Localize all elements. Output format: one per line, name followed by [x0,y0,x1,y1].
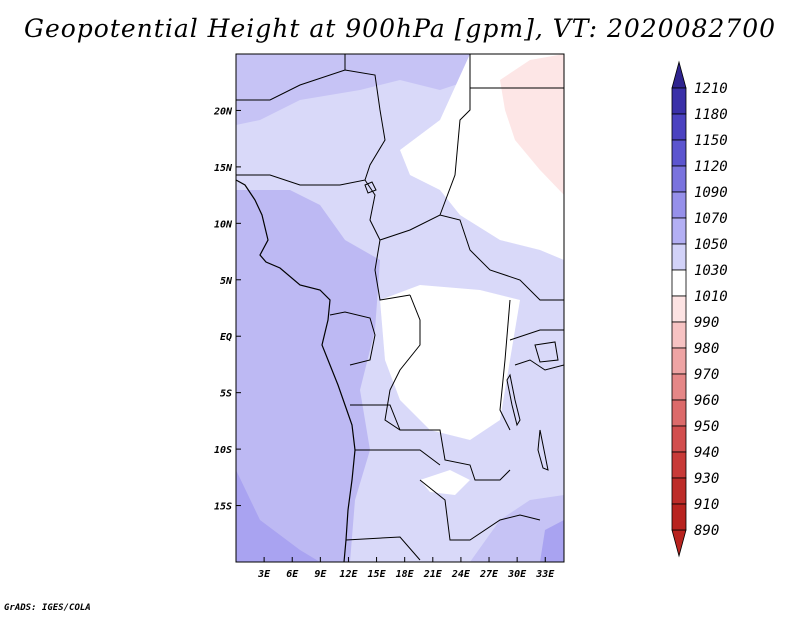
colorbar-swatch [671,243,687,271]
x-tick-label: 6E [286,569,299,580]
colorbar: 1210 1180 1150 1120 1090 1070 1050 1030 1010 990 9… [671,60,728,558]
field-band-1050-west [236,190,380,562]
map-frame [235,53,565,563]
colorbar-swatch [671,165,687,193]
field-band-1050-northwest [236,54,470,125]
lake-victoria [534,341,559,363]
x-tick-label: 18E [396,569,415,580]
colorbar-swatch [671,113,687,141]
colorbar-swatch [671,503,687,531]
colorbar-label: 990 [694,315,719,331]
colorbar-swatch [671,399,687,427]
colorbar-label: 1090 [694,185,728,201]
colorbar-swatch [671,191,687,219]
colorbar-top-arrow [671,60,687,89]
colorbar-label: 1050 [694,237,728,253]
colorbar-label: 910 [694,497,719,513]
x-tick-label: 24E [451,569,471,580]
colorbar-swatch [671,295,687,323]
y-tick-label: 5S [220,389,232,400]
colorbar-bottom-arrow [671,529,687,558]
x-tick-label: 9E [314,569,327,580]
x-tick-label: 3E [257,569,271,580]
colorbar-label: 960 [694,393,719,409]
colorbar-label: 980 [694,341,719,357]
field-band-1010-center [380,285,520,440]
footer-credit: GrADS: IGES/COLA [4,603,91,613]
x-tick-label: 27E [479,569,499,580]
x-axis-ticks: 3E 6E 9E 12E 15E 18E 21E 24E 27E 30E 33E [257,557,555,580]
coastline [236,179,356,562]
colorbar-label: 970 [694,367,719,383]
y-tick-label: 15S [214,502,232,513]
lake-tanganyika [506,373,521,427]
colorbar-swatch [671,451,687,479]
x-tick-label: 33E [535,569,555,580]
y-tick-label: EQ [220,332,232,343]
colorbar-label: 930 [694,471,719,487]
country-borders [236,54,564,562]
x-tick-label: 21E [423,569,443,580]
y-tick-label: 15N [214,163,233,174]
colorbar-label: 1030 [694,263,728,279]
field-band-1070-southeast [540,520,564,562]
field-band-1050-southeast [470,495,564,562]
x-tick-label: 12E [339,569,358,580]
colorbar-swatch [671,477,687,505]
colorbar-label: 1120 [694,159,728,175]
x-tick-label: 30E [507,569,527,580]
colorbar-label: 950 [694,419,719,435]
lake-chad [364,181,377,194]
colorbar-swatch [671,425,687,453]
colorbar-swatch [671,139,687,167]
y-tick-label: 5N [220,276,233,287]
colorbar-label: 940 [694,445,719,461]
chart-title: Geopotential Height at 900hPa [gpm], VT:… [23,14,777,43]
y-axis-ticks: 20N 15N 10N 5N EQ 5S 10S 15S [213,106,241,513]
border-lines [236,54,564,561]
y-tick-label: 20N [213,106,233,117]
field-band-1010-south [420,470,470,495]
height-field [236,54,564,562]
colorbar-swatch [671,373,687,401]
y-tick-label: 10N [214,219,233,230]
field-band-990-northeast [500,54,564,195]
y-tick-label: 10S [214,445,232,456]
colorbar-label: 1150 [694,133,728,149]
colorbar-label: 1070 [694,211,728,227]
colorbar-swatch [671,217,687,245]
colorbar-label: 890 [694,523,719,539]
colorbar-swatch [671,347,687,375]
colorbar-swatch [671,321,687,349]
colorbar-label: 1010 [694,289,728,305]
colorbar-label: 1180 [694,107,728,123]
lake-malawi [537,429,549,471]
colorbar-swatch [671,269,687,297]
field-band-1070-southwest [236,470,320,562]
x-tick-label: 15E [368,569,387,580]
colorbar-label: 1210 [694,81,728,97]
colorbar-swatch [671,87,687,115]
